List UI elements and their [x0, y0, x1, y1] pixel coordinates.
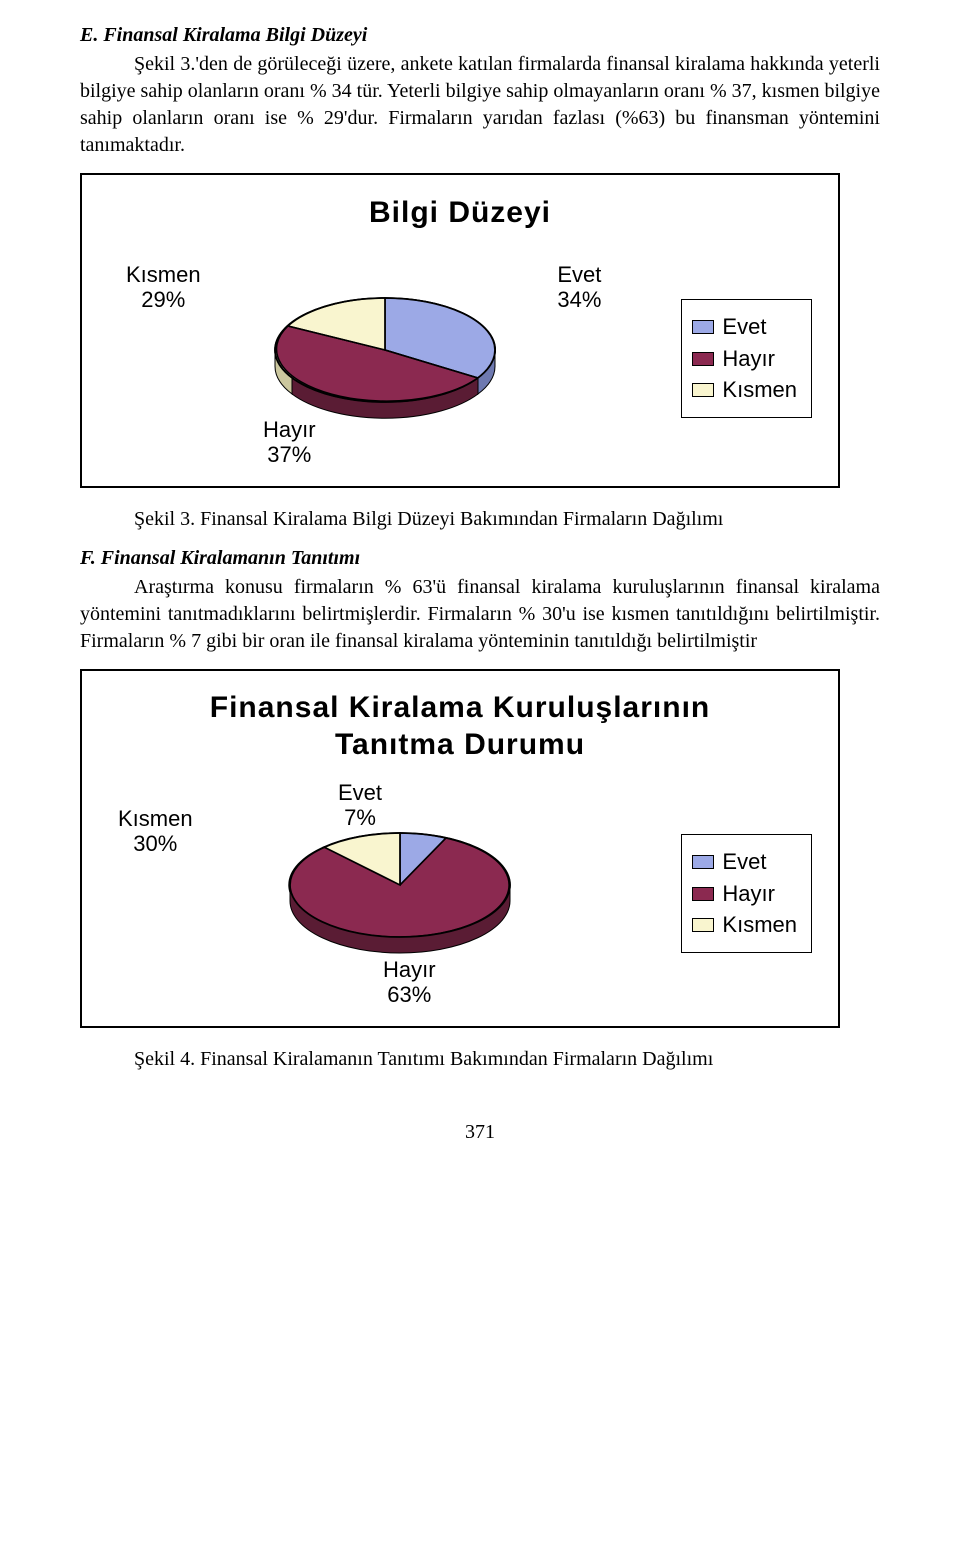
chart2-title-l1: Finansal Kiralama Kuruluşlarının	[210, 691, 710, 724]
chart2-title-l2: Tanıtma Durumu	[335, 728, 585, 761]
section-f-heading: F. Finansal Kiralamanın Tanıtımı	[80, 545, 880, 572]
legend-label-hayir: Hayır	[722, 344, 775, 374]
legend-row: Kısmen	[692, 910, 797, 940]
section-f-para: Araştırma konusu firmaların % 63'ü finan…	[80, 574, 880, 655]
chart-2-pie-svg	[270, 819, 530, 969]
legend-row: Hayır	[692, 344, 797, 374]
chart-1-legend: Evet Hayır Kısmen	[681, 299, 812, 418]
swatch-evet	[692, 320, 714, 334]
chart-2-title: Finansal Kiralama Kuruluşlarının Tanıtma…	[98, 689, 822, 764]
legend-row: Evet	[692, 312, 797, 342]
legend-row: Hayır	[692, 879, 797, 909]
chart2-label-evet: Evet 7%	[338, 780, 382, 831]
caption-1: Şekil 3. Finansal Kiralama Bilgi Düzeyi …	[80, 506, 880, 533]
chart-1-body: Kısmen 29% Evet 34% Hayır 37%	[98, 254, 822, 464]
chart1-label-hayir-pct: 37%	[267, 442, 311, 467]
chart-1-pie-area: Kısmen 29% Evet 34% Hayır 37%	[108, 254, 661, 464]
page-number: 371	[80, 1119, 880, 1146]
chart-2-pie-area: Kısmen 30% Evet 7% Hayır 63%	[108, 784, 661, 1004]
chart2-label-evet-text: Evet	[338, 780, 382, 805]
chart1-label-hayir: Hayır 37%	[263, 417, 316, 468]
chart-1-pie-svg	[255, 284, 515, 434]
legend-row: Kısmen	[692, 375, 797, 405]
chart2-label-evet-pct: 7%	[344, 805, 376, 830]
swatch-hayir	[692, 887, 714, 901]
chart1-label-kismen-text: Kısmen	[126, 262, 201, 287]
legend-label-evet: Evet	[722, 312, 766, 342]
chart-1-title: Bilgi Düzeyi	[98, 193, 822, 234]
section-e-heading: E. Finansal Kiralama Bilgi Düzeyi	[80, 22, 880, 49]
chart-2-legend: Evet Hayır Kısmen	[681, 834, 812, 953]
chart2-label-kismen-pct: 30%	[133, 831, 177, 856]
swatch-kismen	[692, 918, 714, 932]
legend-row: Evet	[692, 847, 797, 877]
caption-2: Şekil 4. Finansal Kiralamanın Tanıtımı B…	[80, 1046, 880, 1073]
legend-label-evet: Evet	[722, 847, 766, 877]
chart2-label-kismen-text: Kısmen	[118, 806, 193, 831]
chart1-label-hayir-text: Hayır	[263, 417, 316, 442]
chart-2-frame: Finansal Kiralama Kuruluşlarının Tanıtma…	[80, 669, 840, 1028]
chart1-label-evet: Evet 34%	[557, 262, 601, 313]
swatch-evet	[692, 855, 714, 869]
chart1-label-evet-pct: 34%	[557, 287, 601, 312]
section-e-para: Şekil 3.'den de görüleceği üzere, ankete…	[80, 51, 880, 159]
chart2-label-kismen: Kısmen 30%	[118, 806, 193, 857]
chart2-label-hayir-pct: 63%	[387, 982, 431, 1007]
legend-label-hayir: Hayır	[722, 879, 775, 909]
swatch-kismen	[692, 383, 714, 397]
chart-2-body: Kısmen 30% Evet 7% Hayır 63%	[98, 784, 822, 1004]
chart1-label-kismen: Kısmen 29%	[126, 262, 201, 313]
legend-label-kismen: Kısmen	[722, 375, 797, 405]
chart2-label-hayir-text: Hayır	[383, 957, 436, 982]
legend-label-kismen: Kısmen	[722, 910, 797, 940]
chart-1-frame: Bilgi Düzeyi Kısmen 29% Evet 34% Hayır 3…	[80, 173, 840, 488]
chart1-label-evet-text: Evet	[557, 262, 601, 287]
chart2-label-hayir: Hayır 63%	[383, 957, 436, 1008]
chart1-label-kismen-pct: 29%	[141, 287, 185, 312]
swatch-hayir	[692, 352, 714, 366]
